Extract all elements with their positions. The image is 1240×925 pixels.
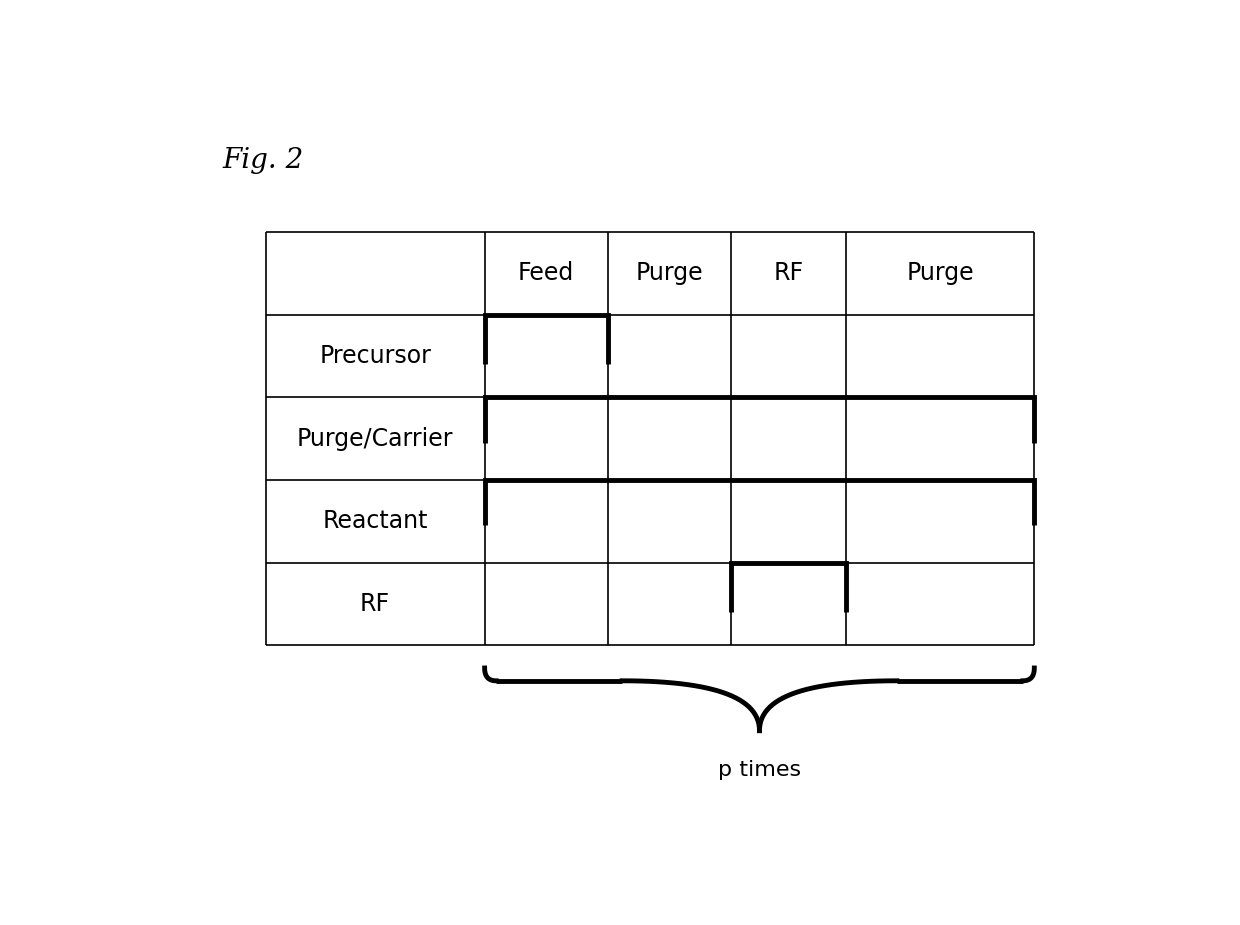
Text: Purge: Purge [635,262,703,286]
Text: Purge: Purge [906,262,973,286]
Text: p times: p times [718,759,801,780]
Text: Precursor: Precursor [319,344,432,368]
Text: Fig. 2: Fig. 2 [222,147,304,174]
Text: Feed: Feed [518,262,574,286]
Text: RF: RF [774,262,804,286]
Text: Purge/Carrier: Purge/Carrier [296,426,454,450]
Text: RF: RF [360,592,391,616]
Text: Reactant: Reactant [322,510,428,533]
